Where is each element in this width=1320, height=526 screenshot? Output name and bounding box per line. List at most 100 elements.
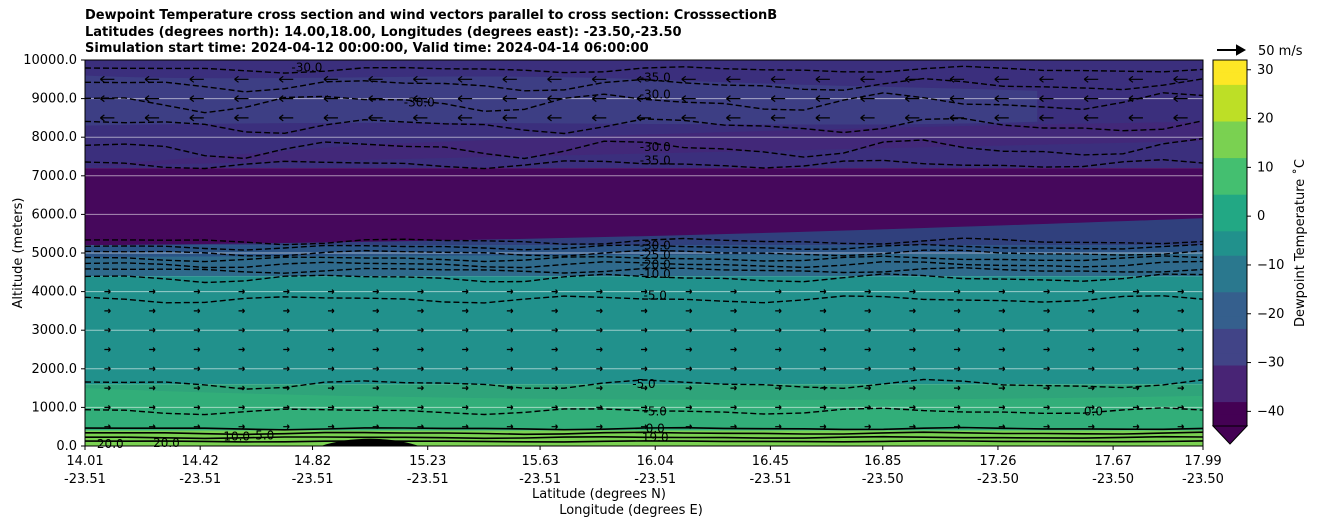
wind-vector	[283, 289, 290, 295]
y-axis-label: Altitude (meters)	[11, 198, 26, 309]
wind-vector	[949, 95, 965, 103]
transition-band	[85, 218, 1203, 257]
wind-vector	[1173, 95, 1188, 103]
wind-vector	[685, 404, 693, 410]
wind-vector	[462, 385, 469, 391]
wind-vector	[283, 385, 290, 391]
wind-vector	[994, 95, 1009, 103]
wind-vector	[547, 114, 562, 122]
x-tick-lat: 16.04	[637, 454, 674, 469]
wind-vector	[909, 347, 916, 352]
wind-key-arrow	[1217, 44, 1247, 56]
wind-vector	[775, 347, 782, 352]
colorbar-segment	[1213, 291, 1247, 305]
wind-vector	[954, 347, 961, 352]
wind-vector	[327, 385, 335, 391]
wind-vector	[551, 327, 558, 333]
colorbar-tick-label: 30	[1257, 63, 1274, 78]
wind-vector	[547, 95, 562, 103]
wind-vector	[685, 347, 693, 352]
wind-vector	[730, 308, 737, 314]
wind-vector	[1132, 308, 1140, 314]
wind-vector	[864, 404, 872, 410]
wind-vector	[368, 95, 383, 103]
wind-vector	[730, 327, 737, 333]
contour-dashed-3	[84, 117, 1204, 135]
colorbar-segment	[1213, 133, 1247, 146]
wind-vector	[104, 385, 111, 391]
wind-vector	[1132, 385, 1140, 391]
contour-label-17: 10.0	[223, 429, 250, 443]
contour-dashed-5	[84, 158, 1204, 170]
contour-dashed-15	[84, 407, 1204, 416]
wind-vector	[193, 424, 201, 430]
wind-vector	[238, 308, 245, 314]
wind-vector	[949, 114, 965, 122]
wind-vector	[104, 327, 111, 333]
wind-vector	[596, 424, 603, 430]
wind-vector	[417, 327, 424, 333]
wind-vector	[909, 327, 916, 333]
wind-vector	[104, 347, 111, 352]
wind-vector	[636, 114, 651, 122]
wind-vector	[685, 327, 693, 333]
wind-vector	[1043, 308, 1050, 314]
wind-vector	[283, 404, 290, 410]
wind-vector	[283, 308, 290, 314]
wind-vector	[641, 385, 648, 391]
wind-vector	[372, 404, 380, 410]
contour-label-18: 5.0	[255, 429, 274, 443]
wind-vector	[1088, 347, 1095, 352]
wind-vector	[1088, 385, 1095, 391]
wind-vector	[323, 75, 338, 83]
y-tick-label: 6000.0	[32, 207, 78, 222]
wind-vector	[681, 75, 696, 83]
wind-vector	[949, 75, 965, 83]
wind-vector	[770, 75, 786, 83]
wind-vector	[1177, 308, 1185, 314]
wind-vector	[502, 75, 517, 83]
wind-vector	[502, 95, 517, 103]
wind-vector	[502, 114, 517, 122]
wind-vector	[189, 114, 204, 122]
wind-vector	[641, 289, 648, 295]
wind-vector	[193, 347, 201, 352]
wind-vector	[327, 347, 335, 352]
colorbar-label: Dewpoint Temperature ˚C	[1292, 159, 1308, 327]
wind-vector	[506, 308, 514, 314]
colorbar-segment	[1213, 316, 1247, 329]
contour-solid-3	[84, 440, 1204, 443]
x-tick-lon: -23.50	[977, 472, 1019, 487]
wind-vector	[726, 75, 741, 83]
contour-dashed-11	[84, 266, 1204, 274]
wind-vector	[278, 95, 294, 103]
wind-vector	[954, 308, 961, 314]
wind-vector	[104, 289, 111, 295]
x-axis-label: Latitude (degrees N)	[532, 487, 666, 502]
x-tick-lon: -23.51	[407, 472, 449, 487]
wind-vector	[149, 308, 156, 314]
wind-vector	[413, 75, 428, 83]
wind-vector	[551, 404, 558, 410]
wind-vector	[149, 404, 156, 410]
plot-overlay: -30.0-35.0-30.0-30.0-30.0-35.0-30.0-25.0…	[84, 61, 1204, 451]
colorbar-segment	[1213, 304, 1247, 317]
axes: 0.0 1000.0 2000.0 3000.0 4000.0 5000.0 6000.0 7…	[11, 53, 1224, 518]
contour-dashed-14	[84, 378, 1204, 390]
colorbar-segment	[1213, 377, 1247, 390]
chart-title-line-1: Dewpoint Temperature cross section and w…	[85, 8, 778, 23]
wind-vector	[860, 114, 875, 122]
wind-vector	[864, 327, 872, 333]
wind-vector	[909, 308, 916, 314]
wind-vector	[368, 114, 383, 122]
wind-vector	[193, 385, 201, 391]
wind-vector	[413, 95, 428, 103]
wind-vector	[1177, 424, 1185, 430]
wind-vector	[819, 366, 827, 372]
wind-vector	[551, 308, 558, 314]
wind-vector	[1083, 114, 1099, 122]
wind-vector	[104, 424, 111, 430]
wind-vector	[372, 424, 380, 430]
wind-vector	[372, 385, 380, 391]
colorbar-segment	[1213, 60, 1247, 73]
